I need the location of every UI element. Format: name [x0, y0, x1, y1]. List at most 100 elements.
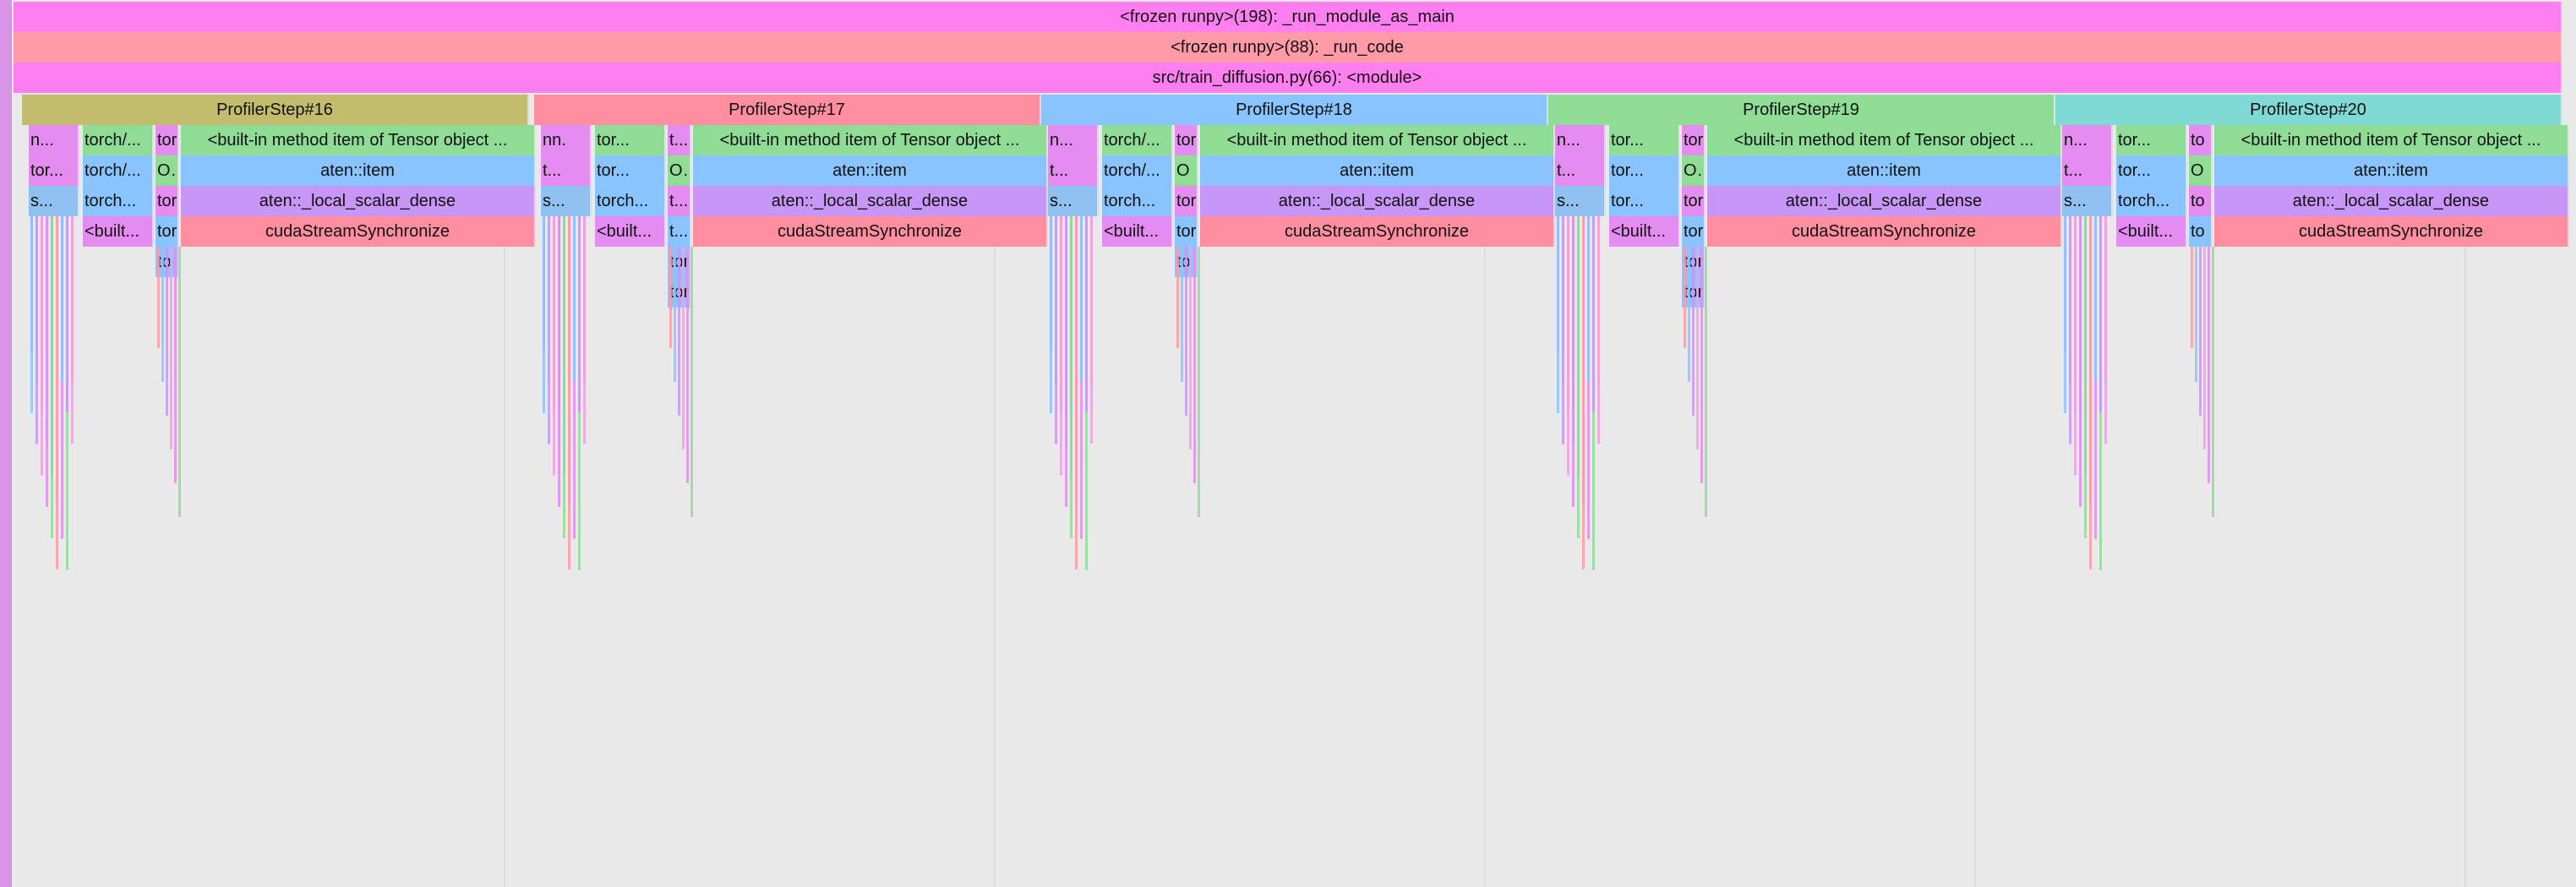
step20-frame-c3-r2[interactable]: aten::_local_scalar_dense [2214, 186, 2569, 216]
step17-frame-c3-r2[interactable]: aten::_local_scalar_dense [693, 186, 1048, 216]
step18-frame-c0-r0[interactable]: n... [1048, 125, 1099, 155]
call-stack-sliver [2094, 216, 2097, 381]
step20-frame-c2-r2[interactable]: to [2189, 186, 2213, 216]
call-stack-sliver [558, 216, 560, 507]
step19-frame-c0-r1[interactable]: t... [1555, 155, 1606, 186]
step19-frame-c3-r3[interactable]: cudaStreamSynchronize [1707, 216, 2062, 247]
call-stack-sliver [578, 216, 581, 412]
step16-frame-c2-r0[interactable]: tor [156, 125, 179, 155]
step19-frame-c3-r0[interactable]: <built-in method item of Tensor object .… [1707, 125, 2062, 155]
step20-frame-c2-r1[interactable]: O [2189, 155, 2213, 186]
step16-frame-c1-r0[interactable]: torch/... [83, 125, 154, 155]
step18-frame-c0-r2[interactable]: s... [1048, 186, 1099, 216]
step17-frame-c1-r1[interactable]: tor... [595, 155, 666, 186]
step16-frame-c3-r2[interactable]: aten::_local_scalar_dense [181, 186, 536, 216]
step18-frame-c0-r1[interactable]: t... [1048, 155, 1099, 186]
call-stack-sliver [682, 247, 685, 449]
step16-frame-c0-r1[interactable]: tor... [29, 155, 79, 186]
call-stack-sliver [1085, 216, 1088, 412]
step17-frame-c0-r0[interactable]: nn. [541, 125, 592, 155]
call-stack-sliver [1181, 247, 1183, 382]
step18-frame-c2-r1[interactable]: O [1175, 155, 1198, 186]
step19-frame-c3-r2[interactable]: aten::_local_scalar_dense [1707, 186, 2062, 216]
step17-frame-c3-r0[interactable]: <built-in method item of Tensor object .… [693, 125, 1048, 155]
profiler-step-19[interactable]: ProfilerStep#19 [1548, 95, 2055, 125]
profiler-step-20[interactable]: ProfilerStep#20 [2055, 95, 2562, 125]
call-stack-sliver [2089, 216, 2092, 569]
step19-frame-c1-r0[interactable]: tor... [1609, 125, 1680, 155]
step19-frame-c2-r2[interactable]: tor [1682, 186, 1706, 216]
step16-frame-c0-r0[interactable]: n... [29, 125, 79, 155]
call-stack-sliver [543, 216, 545, 413]
step16-frame-c2-r3[interactable]: tor [156, 216, 179, 247]
step18-frame-c2-r0[interactable]: tor [1175, 125, 1198, 155]
step19-frame-c1-r1[interactable]: tor... [1609, 155, 1680, 186]
step19-frame-c2-r3[interactable]: tor [1682, 216, 1706, 247]
step18-frame-c2-r3[interactable]: tor [1175, 216, 1198, 247]
step16-frame-c2-r1[interactable]: Op [156, 155, 179, 186]
call-stack-sliver [1557, 216, 1559, 413]
root-frame-2[interactable]: <frozen runpy>(88): _run_code [14, 32, 2562, 63]
step16-frame-c3-r0[interactable]: <built-in method item of Tensor object .… [181, 125, 536, 155]
step20-frame-c0-r0[interactable]: n... [2062, 125, 2113, 155]
step20-frame-c1-r2[interactable]: torch... [2116, 186, 2187, 216]
step16-frame-c3-r3[interactable]: cudaStreamSynchronize [181, 216, 536, 247]
call-stack-sliver [170, 247, 172, 449]
step17-frame-c2-r3[interactable]: t... [668, 216, 691, 247]
step19-frame-c3-r1[interactable]: aten::item [1707, 155, 2062, 186]
root-frame-1[interactable]: <frozen runpy>(198): _run_module_as_main [14, 2, 2562, 32]
step18-frame-c3-r1[interactable]: aten::item [1200, 155, 1555, 186]
step18-frame-c2-r2[interactable]: tor [1175, 186, 1198, 216]
step20-frame-c0-r1[interactable]: t... [2062, 155, 2113, 186]
step19-frame-c2-r0[interactable]: tor [1682, 125, 1706, 155]
step17-frame-c1-r0[interactable]: tor... [595, 125, 666, 155]
call-stack-sliver [686, 247, 689, 483]
step20-frame-c1-r0[interactable]: tor... [2116, 125, 2187, 155]
step20-frame-c1-r3[interactable]: <built... [2116, 216, 2187, 247]
step16-frame-c1-r3[interactable]: <built... [83, 216, 154, 247]
step17-frame-c1-r3[interactable]: <built... [595, 216, 666, 247]
call-stack-sliver [1070, 216, 1072, 538]
profiler-step-16[interactable]: ProfilerStep#16 [22, 95, 529, 125]
step18-frame-c3-r3[interactable]: cudaStreamSynchronize [1200, 216, 1555, 247]
step19-frame-c0-r0[interactable]: n... [1555, 125, 1606, 155]
step16-frame-c3-r1[interactable]: aten::item [181, 155, 536, 186]
step19-frame-c0-r2[interactable]: s... [1555, 186, 1606, 216]
step20-frame-c2-r3[interactable]: to [2189, 216, 2213, 247]
step16-frame-c1-r2[interactable]: torch... [83, 186, 154, 216]
left-root-strip [0, 0, 12, 887]
call-stack-sliver [573, 216, 576, 381]
step17-frame-c2-r1[interactable]: Opt [668, 155, 691, 186]
step18-frame-c1-r0[interactable]: torch/... [1102, 125, 1173, 155]
step20-frame-c0-r2[interactable]: s... [2062, 186, 2113, 216]
step18-frame-c3-r2[interactable]: aten::_local_scalar_dense [1200, 186, 1555, 216]
step17-frame-c0-r1[interactable]: t... [541, 155, 592, 186]
step17-frame-c3-r1[interactable]: aten::item [693, 155, 1048, 186]
step20-frame-c3-r0[interactable]: <built-in method item of Tensor object .… [2214, 125, 2569, 155]
step19-frame-c1-r3[interactable]: <built... [1609, 216, 1680, 247]
step20-frame-c3-r1[interactable]: aten::item [2214, 155, 2569, 186]
step19-frame-c2-r1[interactable]: Op [1682, 155, 1706, 186]
step17-frame-c2-r2[interactable]: t... [668, 186, 691, 216]
call-stack-sliver [174, 247, 177, 483]
step17-frame-c2-r0[interactable]: t... [668, 125, 691, 155]
step18-frame-c1-r3[interactable]: <built... [1102, 216, 1173, 247]
step20-frame-c2-r0[interactable]: to [2189, 125, 2213, 155]
step17-frame-c1-r2[interactable]: torch... [595, 186, 666, 216]
root-frame-3[interactable]: src/train_diffusion.py(66): <module> [14, 63, 2562, 93]
step16-frame-c2-r2[interactable]: tor [156, 186, 179, 216]
step20-frame-c3-r3[interactable]: cudaStreamSynchronize [2214, 216, 2569, 247]
call-stack-sliver [1050, 216, 1052, 413]
profiler-step-18[interactable]: ProfilerStep#18 [1041, 95, 1548, 125]
step18-frame-c1-r2[interactable]: torch... [1102, 186, 1173, 216]
step16-frame-c0-r2[interactable]: s... [29, 186, 79, 216]
call-stack-sliver [1700, 247, 1703, 483]
profiler-step-17[interactable]: ProfilerStep#17 [534, 95, 1041, 125]
step19-frame-c1-r2[interactable]: tor... [1609, 186, 1680, 216]
step16-frame-c1-r1[interactable]: torch/... [83, 155, 154, 186]
step18-frame-c1-r1[interactable]: torch/... [1102, 155, 1173, 186]
step20-frame-c1-r1[interactable]: tor... [2116, 155, 2187, 186]
step18-frame-c3-r0[interactable]: <built-in method item of Tensor object .… [1200, 125, 1555, 155]
step17-frame-c0-r2[interactable]: s... [541, 186, 592, 216]
step17-frame-c3-r3[interactable]: cudaStreamSynchronize [693, 216, 1048, 247]
